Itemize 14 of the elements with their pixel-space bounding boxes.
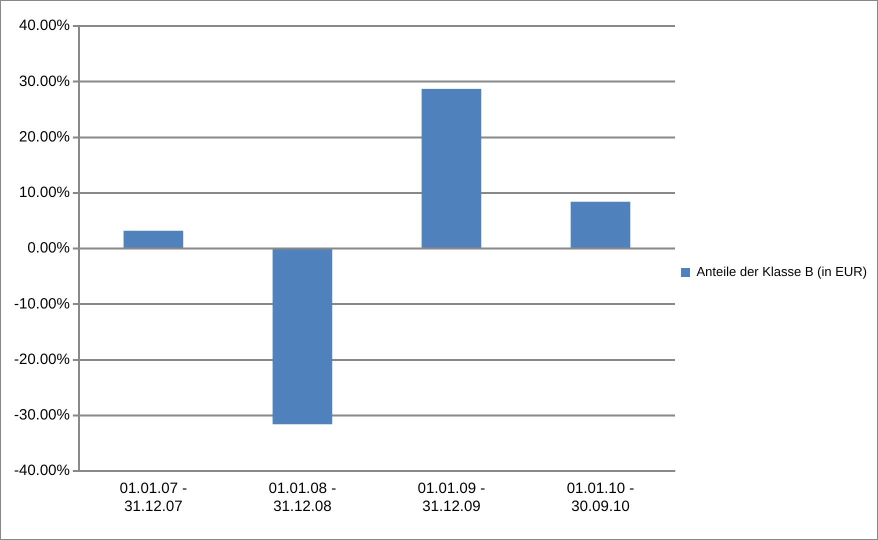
y-tick-label: -30.00% [14,406,70,424]
y-tick-label: 30.00% [18,72,70,90]
legend-label: Anteile der Klasse B (in EUR) [696,264,868,280]
x-tick-label: 01.01.09 - 31.12.09 [418,480,486,516]
y-tick-label: 40.00% [18,17,70,34]
y-tick-label: 10.00% [18,184,70,202]
y-tick-label: -20.00% [14,350,70,368]
y-tick-label: 0.00% [27,240,70,257]
x-tick-label: 01.01.10 - 30.09.10 [566,480,634,516]
y-tick-label: 20.00% [18,128,70,146]
y-tick-label: -40.00% [14,462,70,480]
y-tick-label: -10.00% [14,295,70,312]
x-tick-label: 01.01.08 - 31.12.08 [268,480,336,516]
x-tick-label: 01.01.07 - 31.12.07 [120,480,188,516]
